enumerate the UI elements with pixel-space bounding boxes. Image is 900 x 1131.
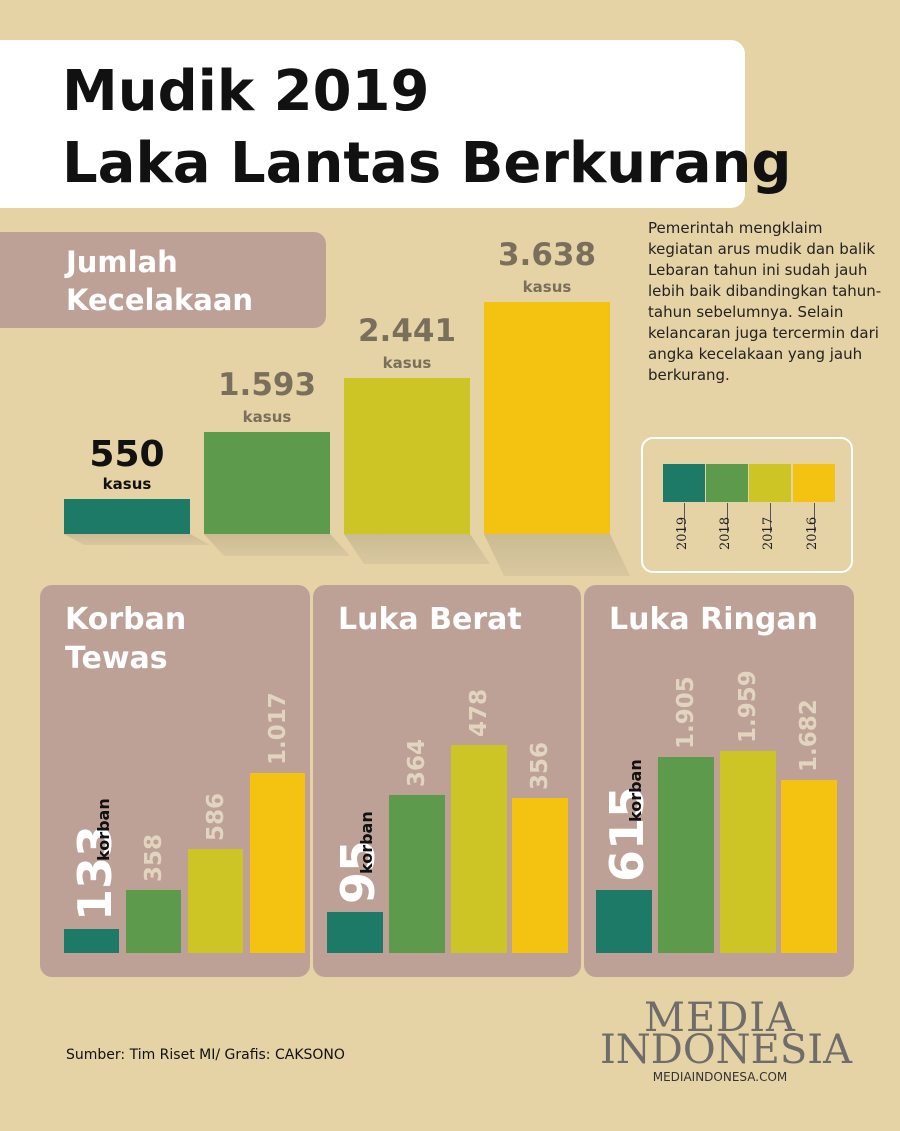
bar-korban-tewas-2016 — [250, 773, 305, 953]
top-value-label-2016: 3.638 — [497, 237, 597, 273]
value-label-korban-tewas-2017: 586 — [203, 792, 229, 841]
unit-label-korban-tewas: korban — [94, 798, 113, 861]
legend-tick-2017 — [770, 503, 771, 533]
top-unit-label-2019: kasus — [102, 475, 152, 493]
bar-luka-berat-2019 — [327, 912, 383, 953]
top-value-label-2018: 1.593 — [217, 367, 317, 403]
source-text: Sumber: Tim Riset MI/ Grafis: CAKSONO — [66, 1047, 345, 1063]
top-bar-2017 — [344, 378, 470, 534]
bar-luka-ringan-2018 — [658, 757, 714, 953]
value-label-luka-ringan-2016: 1.682 — [796, 699, 822, 772]
unit-label-luka-berat: korban — [357, 811, 376, 874]
top-bar-shadow-2017 — [344, 534, 490, 564]
brand-logo-line2: INDONESIA — [600, 1027, 852, 1073]
top-bar-shadow-2018 — [204, 534, 350, 556]
bar-luka-ringan-2019 — [596, 890, 652, 953]
bar-luka-berat-2018 — [389, 795, 445, 953]
legend-swatch-2016 — [793, 464, 835, 502]
legend-tick-2016 — [814, 503, 815, 533]
panel-title-korban-tewas: Korban Tewas — [65, 602, 187, 676]
legend-tick-2019 — [684, 503, 685, 533]
total-chart-title: Jumlah Kecelakaan — [66, 245, 254, 317]
total-chart-label-box — [0, 232, 326, 328]
page-title-line2: Laka Lantas Berkurang — [62, 131, 792, 196]
top-bar-shadow-2016 — [484, 534, 630, 576]
legend-label-2016: 2016 — [805, 516, 820, 550]
value-label-luka-berat-2018: 364 — [404, 738, 430, 787]
top-unit-label-2016: kasus — [522, 278, 572, 296]
bar-korban-tewas-2017 — [188, 849, 243, 953]
bar-korban-tewas-2019 — [64, 929, 119, 953]
value-label-luka-berat-2017: 478 — [466, 688, 492, 737]
legend-swatch-2018 — [706, 464, 748, 502]
top-bar-shadow-2019 — [64, 534, 210, 545]
value-label-luka-ringan-2017: 1.959 — [735, 670, 761, 743]
unit-label-luka-ringan: korban — [626, 759, 645, 822]
top-bar-2016 — [484, 302, 610, 534]
top-bar-2019 — [64, 499, 190, 534]
page-title-line1: Mudik 2019 — [62, 59, 430, 124]
panel-title-luka-ringan: Luka Ringan — [609, 602, 818, 637]
bar-korban-tewas-2018 — [126, 890, 181, 953]
title-box — [0, 40, 745, 208]
value-label-luka-ringan-2018: 1.905 — [673, 676, 699, 749]
legend-tick-2018 — [727, 503, 728, 533]
bar-luka-ringan-2017 — [720, 751, 776, 953]
legend-label-2018: 2018 — [718, 516, 733, 550]
bar-luka-ringan-2016 — [781, 780, 837, 953]
bar-luka-berat-2016 — [512, 798, 568, 953]
legend-label-2019: 2019 — [675, 516, 690, 550]
legend-swatch-2019 — [663, 464, 705, 502]
legend — [641, 437, 853, 573]
top-value-label-2017: 2.441 — [357, 313, 457, 349]
top-unit-label-2017: kasus — [382, 354, 432, 372]
brand-logo-line1: MEDIA — [644, 995, 796, 1041]
value-label-luka-berat-2016: 356 — [527, 741, 553, 790]
panel-title-luka-berat: Luka Berat — [338, 602, 522, 637]
legend-label-2017: 2017 — [761, 516, 776, 550]
brand-url: MEDIAINDONESA.COM — [652, 1070, 788, 1084]
legend-swatch-2017 — [749, 464, 791, 502]
bar-luka-berat-2017 — [451, 745, 507, 953]
top-bar-2018 — [204, 432, 330, 534]
value-label-korban-tewas-2016: 1.017 — [265, 692, 291, 765]
top-value-label-2019: 550 — [89, 434, 165, 475]
description-text: Pemerintah mengklaim kegiatan arus mudik… — [648, 219, 882, 384]
top-unit-label-2018: kasus — [242, 408, 292, 426]
value-label-korban-tewas-2018: 358 — [141, 833, 167, 882]
